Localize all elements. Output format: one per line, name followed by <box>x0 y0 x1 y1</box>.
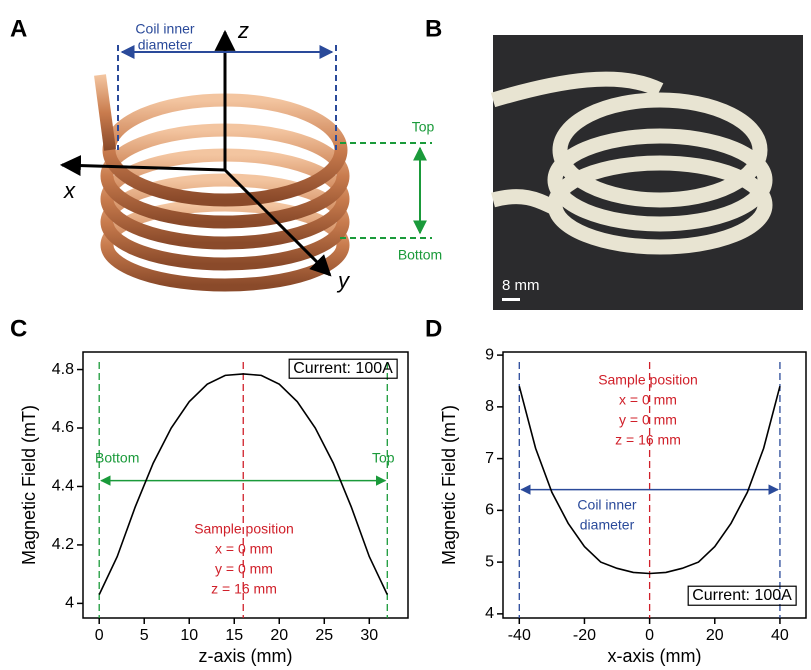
x-tick-label: 10 <box>180 627 198 644</box>
y-tick-label: 4 <box>65 595 74 612</box>
coil-photo <box>490 35 803 310</box>
y-axis-title: Magnetic Field (mT) <box>19 405 39 565</box>
sample-label: Sample position <box>194 521 294 537</box>
x-tick-label: 20 <box>270 627 288 644</box>
data-line <box>98 373 389 595</box>
sample-label: y = 0 mm <box>619 412 677 428</box>
y-tick-label: 7 <box>485 450 494 467</box>
sample-label: x = 0 mm <box>619 392 677 408</box>
plot-frame <box>82 351 409 619</box>
panel-label: A <box>10 15 27 42</box>
y-tick-label: 4.2 <box>52 536 74 553</box>
scale-bar-label: 8 mm <box>502 277 540 294</box>
panel-label: C <box>10 315 27 342</box>
y-tick-label: 6 <box>485 502 494 519</box>
sample-label: Sample position <box>598 372 698 388</box>
sample-label: z = 16 mm <box>615 432 681 448</box>
y-tick-label: 4 <box>485 605 494 622</box>
current-label: Current: 100A <box>293 360 393 377</box>
bottom-label: Bottom <box>398 247 442 263</box>
x-tick-label: -40 <box>508 627 531 644</box>
top-label: Top <box>372 450 395 466</box>
bottom-label: Bottom <box>95 450 139 466</box>
top-label: Top <box>412 119 435 135</box>
x-axis-title: x-axis (mm) <box>608 646 702 666</box>
x-tick-label: 5 <box>140 627 149 644</box>
axis-y: y <box>336 268 351 293</box>
y-tick-label: 9 <box>485 346 494 363</box>
diameter-label: diameter <box>138 37 193 53</box>
y-tick-label: 4.8 <box>52 361 74 378</box>
height-guides <box>340 142 432 239</box>
x-tick-label: 0 <box>95 627 104 644</box>
diameter-guides <box>117 45 337 150</box>
plot-frame <box>502 351 807 619</box>
diameter-label: Coil inner <box>135 21 194 37</box>
sample-label: x = 0 mm <box>215 541 273 557</box>
panel-label: B <box>425 15 442 42</box>
y-tick-label: 5 <box>485 553 494 570</box>
axis-x: x <box>63 178 76 203</box>
x-tick-label: 20 <box>706 627 724 644</box>
x-axis-title: z-axis (mm) <box>199 646 293 666</box>
data-line <box>518 385 781 575</box>
y-tick-label: 8 <box>485 398 494 415</box>
panel-label: D <box>425 315 442 342</box>
current-box <box>687 585 797 606</box>
x-tick-label: 30 <box>360 627 378 644</box>
diameter-label: diameter <box>580 517 635 533</box>
current-box <box>288 358 398 379</box>
x-tick-label: 25 <box>315 627 333 644</box>
sample-label: z = 16 mm <box>211 581 277 597</box>
sample-label: y = 0 mm <box>215 561 273 577</box>
current-label: Current: 100A <box>692 587 792 604</box>
x-tick-label: 0 <box>645 627 654 644</box>
x-tick-label: 15 <box>225 627 243 644</box>
x-tick-label: -20 <box>573 627 596 644</box>
x-tick-label: 40 <box>771 627 789 644</box>
axis-z: z <box>237 18 249 43</box>
y-axis-title: Magnetic Field (mT) <box>439 405 459 565</box>
y-tick-label: 4.6 <box>52 419 74 436</box>
y-tick-label: 4.4 <box>52 478 74 495</box>
diameter-label: Coil inner <box>577 497 636 513</box>
